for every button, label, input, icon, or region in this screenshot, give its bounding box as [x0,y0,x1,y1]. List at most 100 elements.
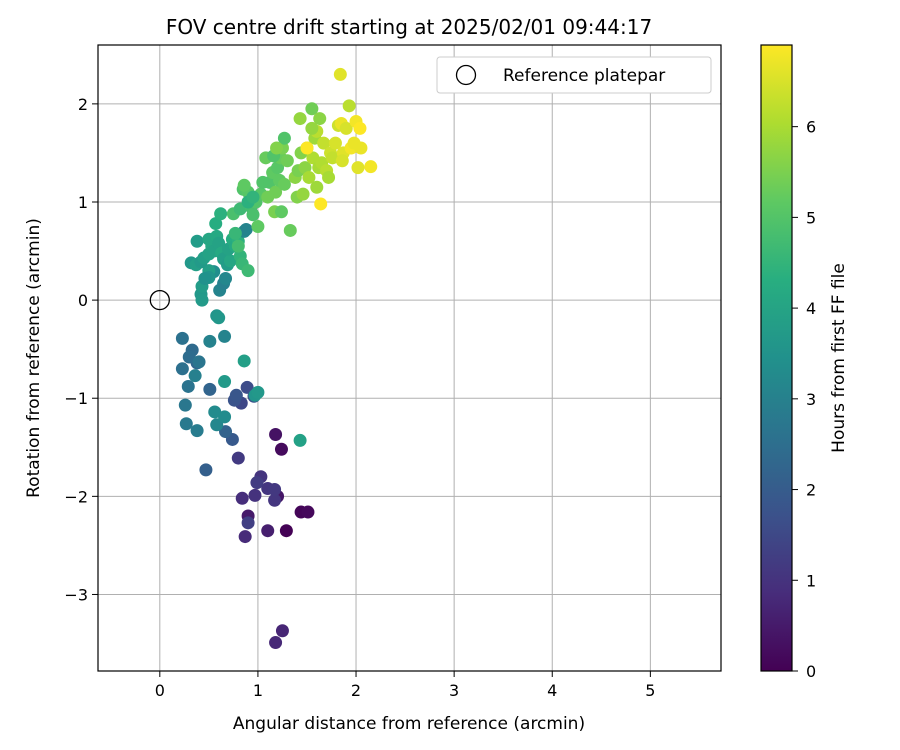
data-point [246,208,260,222]
data-point [335,154,349,168]
data-point [293,112,307,126]
x-tick-label: 2 [351,681,361,700]
colorbar-ticks: 0 1 2 3 4 5 6 [792,118,816,681]
x-tick-label: 3 [449,681,459,700]
data-point [246,190,260,204]
data-point [317,136,331,150]
x-axis-label: Angular distance from reference (arcmin) [233,714,585,734]
legend-box [436,56,712,94]
y-axis-label: Rotation from reference (arcmin) [24,218,44,498]
legend: Reference platepar [436,56,712,94]
data-point [239,222,253,236]
data-point [241,264,255,278]
x-tick-label: 1 [253,681,263,700]
data-point [179,417,193,431]
data-point [178,398,192,412]
data-point [237,354,251,368]
colorbar: 0 1 2 3 4 5 6 Hours from first FF file [760,44,849,681]
colorbar-tick-label: 3 [806,390,816,409]
data-point [322,170,336,184]
data-point [280,154,294,168]
y-tick-label: −3 [64,585,88,604]
y-tick-label: −1 [64,389,88,408]
data-point [218,410,232,424]
data-point [268,482,282,496]
data-point [250,476,264,490]
data-point [190,424,204,438]
data-point [353,121,367,135]
data-point [300,141,314,155]
chart-title: FOV centre drift starting at 2025/02/01 … [166,15,652,39]
data-point [333,67,347,81]
data-point [241,516,255,530]
colorbar-tick-label: 5 [806,208,816,227]
data-point [328,136,342,150]
data-point [283,223,297,237]
data-point [261,524,275,538]
colorbar-tick-label: 2 [806,481,816,500]
data-point [261,190,275,204]
data-point [203,334,217,348]
reference-platepar-marker [149,289,170,311]
colorbar-tick-label: 1 [806,571,816,590]
colorbar-label: Hours from first FF file [829,263,849,453]
data-point [198,272,212,286]
data-point [219,272,233,286]
data-point [188,369,202,383]
data-point [181,379,195,393]
data-point [209,217,223,231]
x-axis-ticks: 0 1 2 3 4 5 [155,671,655,700]
data-point [364,160,378,174]
data-point [251,385,265,399]
data-point [228,226,242,240]
data-point [271,161,285,175]
data-point [270,141,284,155]
data-point [279,524,293,538]
data-point [269,636,283,650]
plot-frame [97,44,722,672]
data-point [354,141,368,155]
data-point [248,488,262,502]
data-point [231,239,245,253]
data-point [274,205,288,219]
data-point [302,170,316,184]
data-point [212,236,226,250]
colorbar-tick-label: 4 [806,299,816,318]
data-point [175,331,189,345]
data-point [305,121,319,135]
data-point [218,329,232,343]
data-point [310,180,324,194]
data-point [293,433,307,447]
x-tick-label: 5 [645,681,655,700]
y-axis-ticks: −3 −2 −1 0 1 2 [64,95,98,604]
data-point [218,375,232,389]
data-point [210,418,224,432]
data-point [195,293,209,307]
data-point [190,234,204,248]
data-point [240,380,254,394]
data-point [238,530,252,544]
data-point [199,463,213,477]
data-point [296,187,310,201]
data-point [192,355,206,369]
colorbar-gradient [760,44,793,672]
data-point [263,175,277,189]
data-point [251,220,265,234]
data-point [212,311,226,325]
scatter-points [175,67,378,650]
data-point [214,207,228,221]
y-tick-label: 0 [78,291,88,310]
plot-area [97,44,722,672]
data-point [223,254,237,268]
data-point [305,102,319,116]
data-point [175,362,189,376]
y-tick-label: −2 [64,487,88,506]
data-point [277,177,291,191]
data-point [203,382,217,396]
data-point [342,99,356,113]
data-point [274,442,288,456]
data-point [219,425,233,439]
data-point [182,350,196,364]
x-tick-label: 0 [155,681,165,700]
